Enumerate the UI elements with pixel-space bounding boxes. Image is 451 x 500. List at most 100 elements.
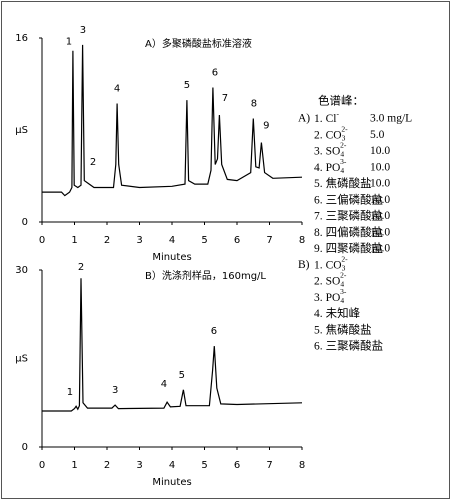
superscript: 2- [340,270,347,279]
subscript: 3 [342,263,346,272]
peak-entry: 8. 四偏磷酸盐 [314,224,383,238]
peak-number: 5. [314,178,323,190]
x-tick-label: 5 [201,235,207,246]
x-tick-label: 8 [299,460,305,471]
concentration: 10.0 [370,226,390,238]
y-tick-label: 30 [15,265,28,276]
trace [42,278,303,412]
concentration: 10.0 [370,210,390,222]
group-label: B) [298,259,310,271]
peak-name: 未知峰 [326,306,361,320]
peak-entry: 6. 三聚磷酸盐 [314,338,383,352]
concentration: 10.0 [370,145,390,157]
y-tick-label: 0 [22,217,28,228]
peak-label: 9 [263,120,269,131]
superscript: 2- [341,124,348,133]
concentration: 3.0 mg/L [370,113,412,125]
concentration: 10.0 [370,161,390,173]
peak-number: 1. [314,259,323,271]
peak-label: 6 [212,68,218,79]
peak-number: 3. [314,291,323,303]
peak-name: 三聚磷酸盐 [326,208,384,222]
subscript: 3 [342,133,346,142]
peak-name: 三偏磷酸盐 [326,192,384,206]
peak-number: 5. [314,324,323,336]
superscript: 2- [340,140,347,149]
x-tick-label: 8 [299,235,305,246]
peak-name: CO [326,129,342,141]
x-tick-label: 3 [136,460,142,471]
peak-label: 2 [90,157,96,168]
superscript: 2- [341,254,348,263]
peak-label: 3 [112,385,118,396]
peak-label: 6 [211,326,217,337]
concentration: 5.0 [370,129,385,141]
peak-entry: 6. 三偏磷酸盐 [314,192,383,206]
peak-number: 1. [314,113,323,125]
subscript: 4 [340,295,344,304]
peak-name: CO [326,259,342,271]
group-label: A) [298,113,310,125]
peak-entry: 9. 四聚磷酸盐 [314,241,383,255]
superscript: - [337,109,340,118]
peak-name: PO [326,161,341,173]
x-tick-label: 7 [266,235,272,246]
x-tick-label: 5 [201,460,207,471]
peak-number: 6. [314,194,323,206]
peak-label: 5 [184,80,190,91]
peak-entry: 2. SO42- [314,270,347,288]
trace [42,44,303,197]
peak-entry: 1. CO32- [314,254,348,272]
concentration: 10.0 [370,178,390,190]
peak-entry: 3. SO42- [314,140,347,158]
y-tick-label: 0 [22,442,28,453]
x-tick-label: 2 [104,235,110,246]
superscript: 3- [340,156,347,165]
peak-entry: 7. 三聚磷酸盐 [314,208,383,222]
x-tick-label: 6 [234,235,240,246]
peak-name: 焦磷酸盐 [326,176,372,190]
y-axis-label: µS [15,125,28,136]
peak-entry: 1. Cl- [314,109,340,125]
peak-label: 8 [251,99,257,110]
peak-label: 5 [179,370,185,381]
peak-entry: 3. PO43- [314,286,347,304]
peak-label: 4 [114,84,120,95]
x-tick-label: 4 [169,460,175,471]
y-axis-label: µS [15,354,28,365]
peak-name: SO [326,275,341,287]
x-tick-label: 3 [136,235,142,246]
peak-number: 4. [314,308,323,320]
x-tick-label: 2 [104,460,110,471]
x-tick-label: 1 [71,460,77,471]
x-axis-label: Minutes [152,477,191,488]
peak-entry: 4. PO43- [314,156,347,174]
peak-name: 四偏磷酸盐 [326,224,384,238]
peak-name: 四聚磷酸盐 [326,241,384,255]
peak-name: PO [326,291,341,303]
peak-label: 1 [67,387,73,398]
x-axis-label: Minutes [152,252,191,263]
peak-list-heading: 色谱峰： [318,94,364,108]
peak-number: 9. [314,243,323,255]
peak-name: 三聚磷酸盐 [326,338,384,352]
x-tick-label: 4 [169,235,175,246]
chart-title: A）多聚磷酸盐标准溶液 [145,37,252,50]
peak-entry: 5. 焦磷酸盐 [314,322,372,336]
peak-label: 3 [80,25,86,36]
peak-entry: 5. 焦磷酸盐 [314,176,372,190]
peak-number: 8. [314,226,323,238]
x-tick-label: 6 [234,460,240,471]
peak-name: Cl [326,113,337,125]
x-tick-label: 1 [71,235,77,246]
peak-number: 2. [314,275,323,287]
peak-number: 6. [314,340,323,352]
superscript: 3- [340,286,347,295]
peak-label: 2 [78,262,84,273]
peak-name: SO [326,145,341,157]
concentration: 10.0 [370,194,390,206]
x-tick-label: 0 [39,460,45,471]
peak-entry: 4. 未知峰 [314,306,361,320]
peak-label: 1 [66,36,72,47]
